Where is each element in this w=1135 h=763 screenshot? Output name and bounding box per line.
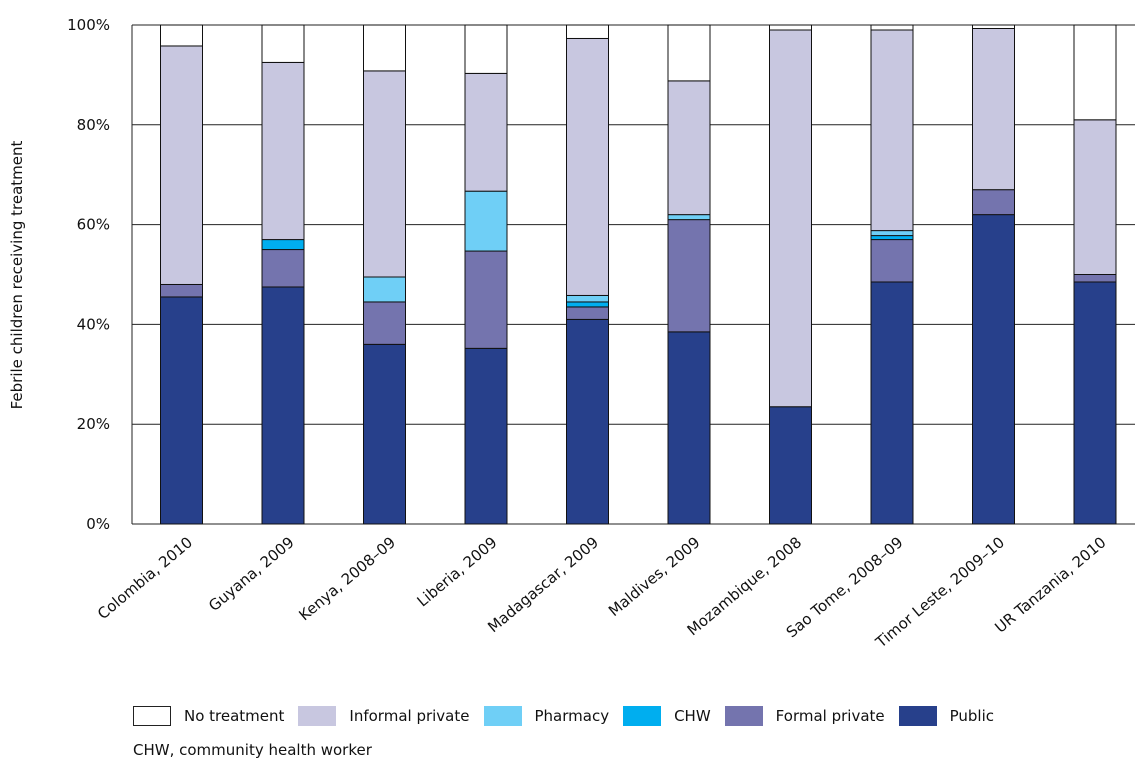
bar-segment bbox=[1073, 274, 1117, 283]
legend-item-informal-private: Informal private bbox=[298, 706, 470, 726]
bar-segment bbox=[261, 61, 305, 241]
bar-segment bbox=[363, 70, 406, 278]
bar-segment bbox=[769, 406, 812, 525]
bar-segment bbox=[261, 24, 305, 63]
bar-segment bbox=[566, 318, 609, 525]
legend-item-chw: CHW bbox=[623, 706, 711, 726]
bar-segment bbox=[566, 306, 609, 320]
bar-segment bbox=[160, 296, 203, 525]
bar-segment bbox=[261, 249, 305, 288]
bar-segment bbox=[870, 29, 914, 232]
bar-segment bbox=[1073, 24, 1117, 121]
bar-segment bbox=[261, 286, 305, 525]
bar-segment bbox=[566, 301, 609, 308]
bar-segment bbox=[464, 72, 508, 192]
bar-segment bbox=[363, 343, 406, 525]
y-tick-label: 60% bbox=[77, 216, 110, 234]
bar-segment bbox=[870, 24, 914, 31]
bar-segment bbox=[464, 190, 508, 252]
bar-segment bbox=[566, 24, 609, 39]
bar-segment bbox=[667, 24, 711, 82]
bar-segment bbox=[160, 24, 203, 47]
bar-segment bbox=[1073, 119, 1117, 275]
bar-segment bbox=[566, 37, 609, 296]
bar-segment bbox=[566, 294, 609, 303]
legend-label: Informal private bbox=[349, 707, 470, 725]
bar-segment bbox=[769, 29, 812, 408]
bar-segment bbox=[972, 27, 1015, 191]
stacked-bar-chart: 0% 20% 40% 60% 80% 100% Colombia, 2010 Guyana,… bbox=[8, 16, 1135, 652]
x-tick-label: UR Tanzania, 2010 bbox=[991, 533, 1109, 636]
bar-segment bbox=[363, 276, 406, 303]
bar-segment bbox=[261, 239, 305, 251]
legend-label: No treatment bbox=[184, 707, 285, 725]
legend-item-pharmacy: Pharmacy bbox=[483, 706, 610, 726]
legend-item-public: Public bbox=[898, 706, 995, 726]
bar-segment bbox=[464, 24, 508, 74]
bar-segment bbox=[160, 45, 203, 285]
legend-swatch bbox=[724, 706, 763, 726]
bar-segment bbox=[972, 189, 1015, 216]
legend-item-formal-private: Formal private bbox=[724, 706, 885, 726]
y-tick-label: 40% bbox=[77, 315, 110, 333]
x-tick-label: Liberia, 2009 bbox=[414, 533, 501, 610]
legend-swatch bbox=[898, 706, 937, 726]
legend: No treatment Informal private Pharmacy C… bbox=[133, 706, 1008, 726]
bar-segment bbox=[972, 214, 1015, 525]
bar-segment bbox=[667, 214, 711, 221]
x-tick-label: Maldives, 2009 bbox=[605, 533, 704, 620]
bar-segment bbox=[160, 283, 203, 298]
legend-label: Pharmacy bbox=[534, 707, 610, 725]
legend-label: CHW bbox=[674, 707, 711, 725]
bar-segment bbox=[464, 347, 508, 525]
bar-segment bbox=[769, 24, 812, 31]
y-tick-label: 0% bbox=[86, 515, 110, 533]
y-axis-label: Febrile children receiving treatment bbox=[8, 140, 26, 409]
bar-segment bbox=[972, 24, 1015, 29]
y-axis-ticks: 0% 20% 40% 60% 80% 100% bbox=[67, 16, 110, 533]
x-tick-label: Kenya, 2008–09 bbox=[295, 533, 399, 624]
footnote: CHW, community health worker bbox=[133, 741, 372, 759]
legend-label: Public bbox=[949, 707, 995, 725]
legend-swatch bbox=[623, 706, 662, 726]
bar-segment bbox=[667, 219, 711, 333]
legend-item-no-treatment: No treatment bbox=[133, 706, 284, 726]
x-tick-label: Guyana, 2009 bbox=[205, 533, 297, 615]
y-tick-label: 80% bbox=[77, 116, 110, 134]
bar-segment bbox=[1073, 281, 1117, 525]
bar-segment bbox=[870, 230, 914, 237]
bar-segment bbox=[870, 281, 914, 525]
x-tick-label: Colombia, 2010 bbox=[94, 533, 196, 623]
legend-label: Formal private bbox=[775, 707, 885, 725]
bars bbox=[160, 24, 1117, 525]
legend-swatch bbox=[133, 706, 171, 726]
y-tick-label: 20% bbox=[77, 415, 110, 433]
legend-swatch bbox=[483, 706, 522, 726]
bar-segment bbox=[464, 250, 508, 349]
bar-segment bbox=[667, 331, 711, 525]
bar-segment bbox=[870, 235, 914, 241]
legend-swatch bbox=[298, 706, 337, 726]
bar-segment bbox=[870, 239, 914, 283]
bar-segment bbox=[363, 301, 406, 345]
bar-segment bbox=[667, 80, 711, 216]
x-tick-label: Madagascar, 2009 bbox=[484, 533, 602, 636]
y-tick-label: 100% bbox=[67, 16, 110, 34]
bar-segment bbox=[363, 24, 406, 72]
